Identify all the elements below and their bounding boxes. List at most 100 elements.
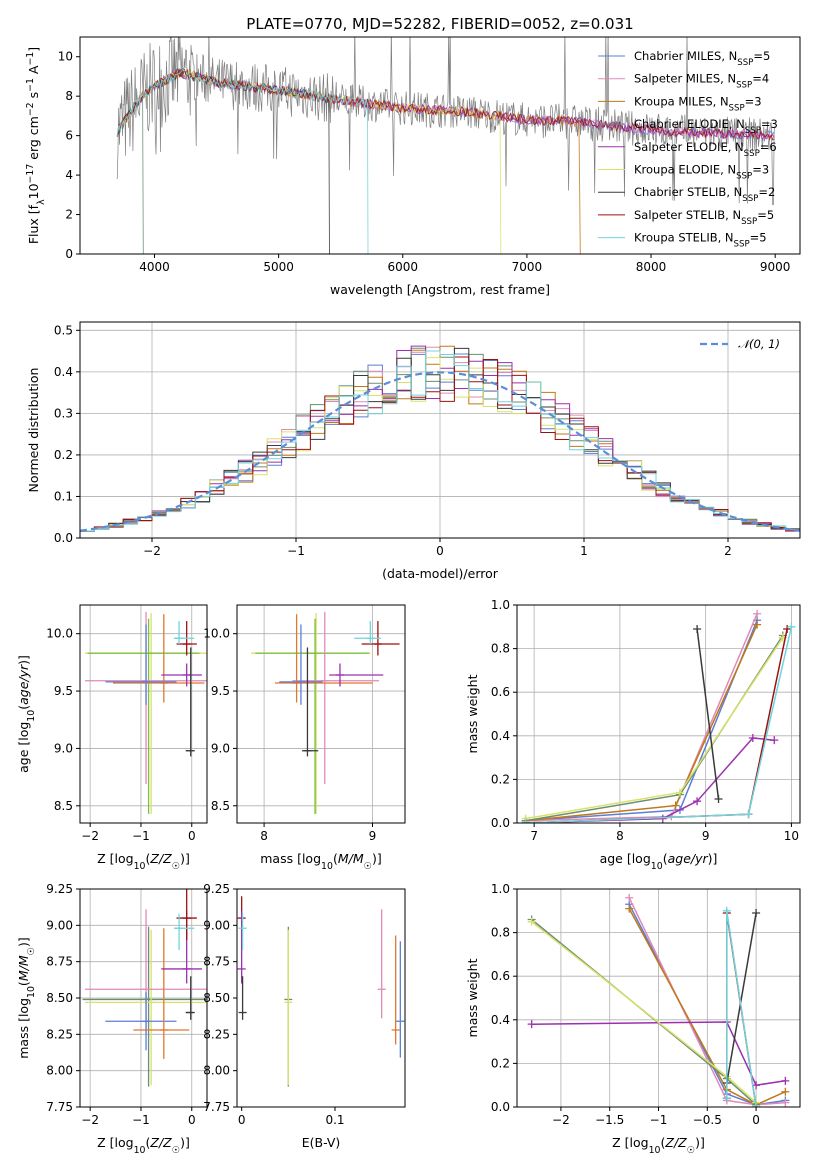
legend-entry: Chabrier MILES, NSSP=5 [634, 49, 770, 68]
weight-marker [753, 620, 762, 629]
y-tick-label: 8.25 [203, 1027, 230, 1041]
legend-entry: 𝒩(0, 1) [738, 337, 780, 351]
weight-marker [781, 1087, 790, 1096]
x-axis-label: (data-model)/error [382, 566, 499, 581]
mass_vs_ebv-plot-area [237, 896, 405, 1087]
y-tick-label: 9.5 [54, 684, 73, 698]
x-tick-label: 9000 [760, 260, 791, 274]
y-tick-label: 0.4 [491, 729, 510, 743]
x-tick-label: −1.5 [595, 1113, 624, 1127]
y-tick-label: 10 [58, 50, 73, 64]
weight-line [525, 626, 793, 823]
x-tick-label: 2 [724, 544, 732, 558]
weight-line [696, 628, 720, 800]
x-tick-label: −1 [287, 544, 305, 558]
x-tick-label: 0.1 [325, 1113, 344, 1127]
weight-marker [693, 624, 702, 633]
y-tick-label: 10.0 [46, 627, 73, 641]
y-axis-label: mass weight [465, 674, 480, 753]
legend-entry: Salpeter ELODIE, NSSP=6 [634, 140, 777, 159]
weight-marker [753, 609, 762, 618]
y-tick-label: 9.25 [203, 882, 230, 896]
weight-line [726, 912, 757, 1084]
age_vs_Z-panel: −2 −1 0 8.5 9.0 9.5 10.0 Z [log10(Z/Z☉)] age [lo… [16, 604, 208, 872]
x-tick-label: 1 [580, 544, 588, 558]
legend-entry: Kroupa MILES, NSSP=3 [634, 94, 762, 113]
weight-line [525, 620, 758, 822]
weight-marker [722, 906, 731, 915]
y-tick-label: 7.75 [46, 1100, 73, 1114]
y-tick-label: 8.50 [46, 991, 73, 1005]
x-tick-label: −2 [143, 544, 161, 558]
y-tick-label: 2 [65, 208, 73, 222]
x-tick-label: 0 [188, 1113, 196, 1127]
y-tick-label: 0.6 [491, 969, 510, 983]
y-tick-label: 8.5 [211, 799, 230, 813]
x-tick-label: 8 [616, 829, 624, 843]
y-tick-label: 0.1 [54, 489, 73, 503]
weight_vs_age-panel: 7 8 9 10 0.0 0.2 0.4 0.6 0.8 1.0 age [log10(age/yr… [465, 598, 801, 872]
y-tick-label: 6 [65, 129, 73, 143]
x-tick-label: 6000 [387, 260, 418, 274]
x-tick-label: 7000 [512, 260, 543, 274]
weight-marker [752, 908, 761, 917]
y-tick-label: 8.25 [46, 1027, 73, 1041]
weight_vs_Z-plot-area [527, 893, 790, 1107]
y-tick-label: 8.00 [203, 1064, 230, 1078]
x-axis-label: Z [log10(Z/Z☉)] [97, 1135, 190, 1156]
y-tick-label: 0.5 [54, 323, 73, 337]
y-axis-label: age [log10(age/yr)] [16, 655, 37, 773]
x-tick-label: 8000 [636, 260, 667, 274]
weight-line [525, 635, 784, 822]
weight-marker [521, 819, 530, 823]
chart-title: PLATE=0770, MJD=52282, FIBERID=0052, z=0… [246, 15, 633, 33]
x-tick-label: 0 [238, 1113, 246, 1127]
weight-marker [671, 801, 680, 810]
y-tick-label: 1.0 [491, 882, 510, 896]
y-tick-label: 4 [65, 168, 73, 182]
weight-marker [714, 795, 723, 804]
age_vs_mass-frame [236, 604, 406, 824]
weight-marker [781, 1076, 790, 1085]
weight-marker [722, 1094, 731, 1103]
y-tick-label: 1.0 [491, 598, 510, 612]
x-tick-label: 5000 [263, 260, 294, 274]
x-axis-label: wavelength [Angstrom, rest frame] [330, 282, 550, 297]
x-axis-label: Z [log10(Z/Z☉)] [97, 851, 190, 872]
y-tick-label: 0.2 [491, 772, 510, 786]
y-tick-label: 9.0 [211, 741, 230, 755]
weight-marker [693, 797, 702, 806]
x-tick-label: 9 [702, 829, 710, 843]
weight-line [525, 624, 758, 822]
legend-entry: Salpeter MILES, NSSP=4 [634, 72, 769, 91]
weight-marker [748, 733, 757, 742]
spectrum-frame [79, 36, 801, 255]
y-tick-label: 9.0 [54, 741, 73, 755]
weight-marker [781, 1098, 790, 1107]
weight-marker [744, 810, 753, 819]
age_vs_Z-frame [79, 604, 208, 824]
residuals-panel: −2 −1 0 1 2 0.0 0.1 0.2 0.3 0.4 0.5 𝒩(0, 1) (data-mo… [26, 321, 801, 581]
y-axis-label: Normed distribution [26, 368, 41, 493]
age_vs_mass-panel: 8 9 8.5 9.0 9.5 10.0 mass [log10(M/M☉)] [203, 604, 406, 872]
weight-line [525, 628, 788, 823]
weight-line [531, 1021, 786, 1087]
x-tick-label: −0.5 [693, 1113, 722, 1127]
weight-marker [752, 1103, 761, 1107]
y-tick-label: 0.8 [491, 642, 510, 656]
weight-marker [770, 736, 779, 745]
spectrum-plot-area [116, 37, 776, 254]
mass_vs_ebv-panel: 0 0.1 7.75 8.00 8.25 8.50 8.75 9.00 9.25 E(B-V) [203, 882, 406, 1150]
y-tick-label: 0.6 [491, 685, 510, 699]
x-tick-label: 0 [752, 1113, 760, 1127]
y-tick-label: 9.00 [46, 918, 73, 932]
x-axis-label: mass [log10(M/M☉)] [260, 851, 382, 872]
mass_vs_Z-panel: −2 −1 0 7.75 8.00 8.25 8.50 8.75 9.00 9.25 Z [log1… [16, 882, 208, 1156]
y-tick-label: 0.4 [491, 1013, 510, 1027]
weight-marker [787, 622, 796, 631]
x-tick-label: 9 [369, 829, 377, 843]
legend-entry: Chabrier ELODIE, NSSP=3 [634, 117, 778, 136]
age_vs_mass-plot-area [251, 611, 400, 814]
y-axis-label: mass [log10(M/M☉)] [16, 937, 37, 1059]
